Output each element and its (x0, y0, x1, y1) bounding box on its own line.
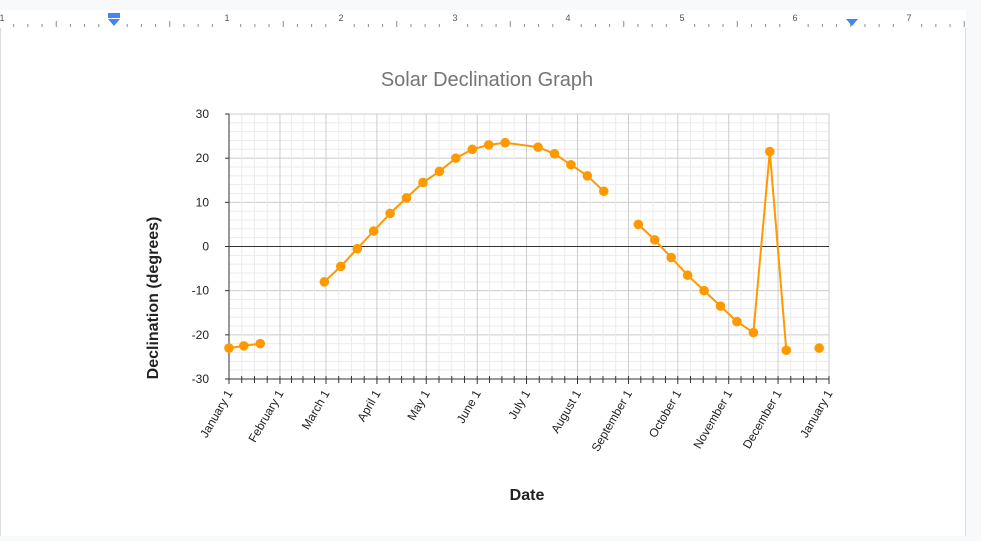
data-point (224, 343, 234, 353)
axes (225, 113, 830, 384)
x-tick-label: March 1 (299, 387, 333, 432)
data-point (765, 146, 775, 157)
ruler-number: 5 (679, 13, 684, 23)
x-tick-label: December 1 (740, 387, 785, 451)
data-point (598, 186, 609, 197)
document-ruler: 1 1 2 3 4 5 6 7 (0, 0, 981, 29)
declination-series-points (224, 137, 824, 356)
x-tick-label: January 1 (197, 387, 236, 440)
data-point (814, 343, 824, 353)
x-tick-label: October 1 (646, 387, 685, 440)
y-tick-label: -20 (192, 328, 210, 342)
data-point (352, 243, 363, 254)
x-axis-label: Date (510, 487, 545, 504)
x-tick-label: June 1 (454, 387, 484, 425)
ruler-number: 6 (792, 13, 797, 23)
ruler-number: 1 (0, 13, 5, 23)
ruler-number: 4 (565, 13, 570, 23)
data-point (566, 159, 576, 170)
data-point (368, 226, 379, 236)
x-tick-label: November 1 (691, 387, 736, 451)
data-point (633, 219, 644, 230)
data-point (732, 316, 742, 327)
y-tick-labels: 30 20 10 0 -10 -20 -30 (192, 107, 210, 386)
first-line-indent-marker[interactable] (108, 13, 120, 18)
data-point (434, 166, 445, 177)
x-tick-label: August 1 (548, 387, 584, 435)
data-point (467, 144, 478, 155)
data-point (549, 148, 560, 159)
data-point (582, 171, 593, 181)
x-tick-labels: January 1 February 1 March 1 April 1 May 1 Ju… (197, 387, 836, 454)
y-axis-label: Declination (degrees) (145, 217, 162, 380)
document-page: Solar Declination Graph Declination (deg… (0, 28, 966, 536)
data-point (500, 137, 510, 148)
data-point (483, 140, 494, 150)
y-tick-label: 30 (196, 107, 210, 121)
ruler-number: 7 (906, 13, 911, 23)
data-point (666, 252, 676, 263)
ruler-number: 1 (224, 13, 229, 23)
y-tick-label: -10 (192, 284, 210, 298)
x-tick-label: July 1 (505, 387, 533, 421)
chart-title: Solar Declination Graph (381, 69, 593, 91)
data-point (385, 208, 395, 219)
right-indent-marker[interactable] (846, 19, 858, 26)
data-point (255, 338, 266, 349)
y-tick-label: 20 (196, 151, 210, 165)
data-point (699, 285, 709, 296)
data-point (781, 345, 792, 356)
left-indent-marker[interactable] (108, 19, 120, 26)
ruler-number: 3 (452, 13, 457, 23)
x-tick-label: April 1 (354, 387, 383, 424)
ruler-graphics: 1 1 2 3 4 5 6 7 (0, 13, 965, 27)
data-point (335, 261, 346, 272)
data-point (451, 153, 461, 163)
x-tick-label: September 1 (589, 387, 636, 454)
y-tick-label: -30 (192, 372, 210, 386)
solar-declination-chart: Solar Declination Graph Declination (deg… (145, 69, 836, 504)
ruler-number: 2 (338, 13, 343, 23)
data-point (682, 270, 693, 281)
x-tick-label: May 1 (404, 387, 433, 423)
data-point (238, 341, 249, 351)
data-point (533, 142, 543, 152)
data-point (748, 327, 759, 338)
data-point (649, 235, 660, 245)
y-tick-label: 10 (196, 195, 210, 209)
x-tick-label: February 1 (245, 387, 286, 445)
x-tick-label: January 1 (797, 387, 836, 440)
data-point (418, 177, 428, 188)
y-tick-label: 0 (202, 240, 209, 254)
data-point (319, 277, 330, 287)
data-point (401, 193, 412, 203)
series-line-segment (637, 150, 788, 351)
data-point (715, 301, 726, 311)
